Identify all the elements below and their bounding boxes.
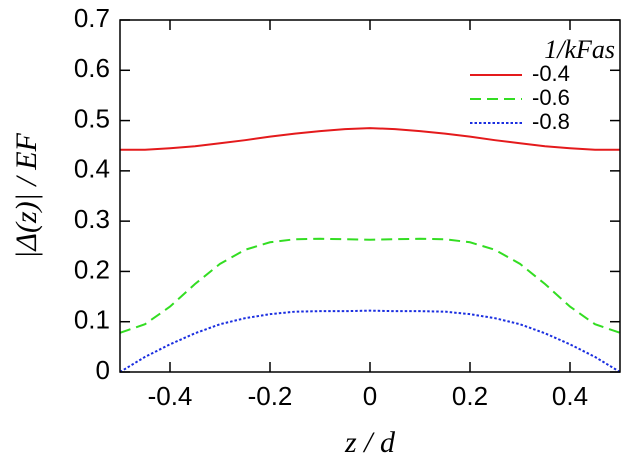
y-tick-label: 0 — [96, 355, 110, 385]
y-tick-label: 0.6 — [74, 53, 110, 83]
x-tick-label: -0.2 — [248, 381, 293, 411]
plot-frame — [119, 19, 621, 373]
y-axis-label: |Δ(z)| / EF — [10, 132, 43, 258]
series-line — [120, 127, 620, 151]
y-tick-label: 0.3 — [74, 204, 110, 234]
x-tick-label: 0.4 — [552, 381, 588, 411]
x-tick-label: -0.4 — [148, 381, 193, 411]
series-line — [119, 309, 621, 373]
y-tick-label: 0.7 — [74, 3, 110, 33]
series-line — [119, 237, 621, 334]
y-tick-label: 0.5 — [74, 103, 110, 133]
legend-title: 1/kFas — [544, 35, 615, 64]
legend-label: -0.8 — [532, 109, 570, 134]
legend-label: -0.6 — [532, 85, 570, 110]
y-tick-label: 0.1 — [74, 305, 110, 335]
y-tick-label: 0.2 — [74, 254, 110, 284]
y-tick-label: 0.4 — [74, 154, 110, 184]
x-tick-label: 0.2 — [452, 381, 488, 411]
x-tick-label: 0 — [363, 381, 377, 411]
legend-label: -0.4 — [532, 61, 570, 86]
x-axis-label: z / d — [344, 426, 396, 459]
